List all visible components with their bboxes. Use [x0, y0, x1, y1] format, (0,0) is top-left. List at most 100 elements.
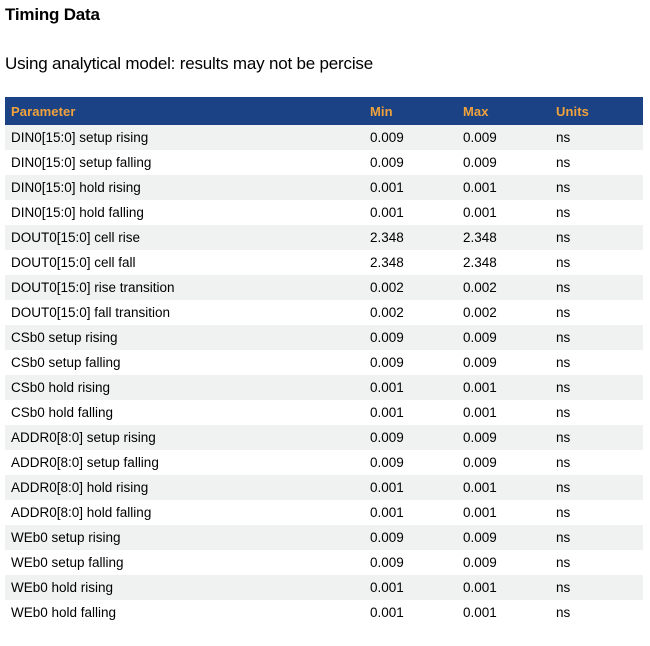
column-header-units: Units — [550, 97, 643, 125]
cell-parameter: WEb0 hold rising — [11, 580, 114, 595]
cell-max: 0.009 — [463, 330, 497, 345]
cell-units: ns — [556, 405, 571, 420]
table-row: ADDR0[8:0] hold falling 0.001 0.001 ns — [5, 500, 643, 525]
cell-parameter: WEb0 setup rising — [11, 530, 121, 545]
timing-table-body: DIN0[15:0] setup rising 0.009 0.009 ns DIN0[… — [5, 125, 643, 625]
cell-parameter: CSb0 hold rising — [11, 380, 111, 395]
cell-parameter: ADDR0[8:0] hold rising — [11, 480, 149, 495]
cell-units: ns — [556, 305, 571, 320]
cell-min: 0.001 — [370, 505, 404, 520]
cell-units: ns — [556, 155, 571, 170]
table-row: CSb0 hold rising 0.001 0.001 ns — [5, 375, 643, 400]
cell-min: 0.009 — [370, 530, 404, 545]
cell-max: 0.002 — [463, 280, 497, 295]
table-row: DIN0[15:0] hold falling 0.001 0.001 ns — [5, 200, 643, 225]
cell-max: 0.001 — [463, 180, 497, 195]
table-row: WEb0 setup rising 0.009 0.009 ns — [5, 525, 643, 550]
table-row: WEb0 hold rising 0.001 0.001 ns — [5, 575, 643, 600]
cell-units: ns — [556, 355, 571, 370]
cell-parameter: CSb0 hold falling — [11, 405, 114, 420]
cell-parameter: DIN0[15:0] hold falling — [11, 205, 144, 220]
table-row: CSb0 hold falling 0.001 0.001 ns — [5, 400, 643, 425]
cell-parameter: DIN0[15:0] setup rising — [11, 130, 149, 145]
cell-min: 0.001 — [370, 180, 404, 195]
table-row: ADDR0[8:0] setup rising 0.009 0.009 ns — [5, 425, 643, 450]
table-row: ADDR0[8:0] setup falling 0.009 0.009 ns — [5, 450, 643, 475]
cell-units: ns — [556, 480, 571, 495]
cell-parameter: CSb0 setup falling — [11, 355, 121, 370]
cell-max: 0.001 — [463, 405, 497, 420]
cell-parameter: ADDR0[8:0] setup falling — [11, 455, 159, 470]
cell-max: 0.001 — [463, 205, 497, 220]
column-header-min: Min — [364, 97, 457, 125]
table-row: DOUT0[15:0] fall transition 0.002 0.002 ns — [5, 300, 643, 325]
cell-max: 0.001 — [463, 605, 497, 620]
cell-max: 0.001 — [463, 480, 497, 495]
column-header-max: Max — [457, 97, 550, 125]
cell-units: ns — [556, 180, 571, 195]
cell-parameter: ADDR0[8:0] hold falling — [11, 505, 152, 520]
cell-min: 0.009 — [370, 430, 404, 445]
cell-parameter: ADDR0[8:0] setup rising — [11, 430, 156, 445]
cell-parameter: DIN0[15:0] setup falling — [11, 155, 152, 170]
cell-units: ns — [556, 505, 571, 520]
table-row: WEb0 setup falling 0.009 0.009 ns — [5, 550, 643, 575]
table-row: DOUT0[15:0] cell fall 2.348 2.348 ns — [5, 250, 643, 275]
cell-min: 0.009 — [370, 155, 404, 170]
cell-units: ns — [556, 380, 571, 395]
cell-parameter: DOUT0[15:0] cell fall — [11, 255, 136, 270]
cell-units: ns — [556, 430, 571, 445]
cell-min: 2.348 — [370, 230, 404, 245]
cell-units: ns — [556, 130, 571, 145]
cell-min: 0.002 — [370, 280, 404, 295]
cell-max: 0.001 — [463, 380, 497, 395]
cell-min: 0.009 — [370, 555, 404, 570]
cell-parameter: DOUT0[15:0] cell rise — [11, 230, 141, 245]
cell-parameter: CSb0 setup rising — [11, 330, 118, 345]
cell-parameter: DOUT0[15:0] fall transition — [11, 305, 171, 320]
cell-units: ns — [556, 205, 571, 220]
cell-max: 0.009 — [463, 530, 497, 545]
cell-min: 0.002 — [370, 305, 404, 320]
cell-units: ns — [556, 605, 571, 620]
table-row: DIN0[15:0] setup rising 0.009 0.009 ns — [5, 125, 643, 150]
table-row: DOUT0[15:0] rise transition 0.002 0.002 ns — [5, 275, 643, 300]
cell-max: 2.348 — [463, 255, 497, 270]
cell-min: 2.348 — [370, 255, 404, 270]
cell-units: ns — [556, 580, 571, 595]
cell-min: 0.009 — [370, 330, 404, 345]
cell-units: ns — [556, 555, 571, 570]
cell-units: ns — [556, 230, 571, 245]
cell-min: 0.001 — [370, 380, 404, 395]
analytical-model-note: Using analytical model: results may not … — [5, 54, 373, 73]
cell-min: 0.001 — [370, 405, 404, 420]
cell-min: 0.009 — [370, 130, 404, 145]
table-row: CSb0 setup falling 0.009 0.009 ns — [5, 350, 643, 375]
cell-min: 0.001 — [370, 205, 404, 220]
page-title: Timing Data — [5, 5, 100, 24]
cell-max: 2.348 — [463, 230, 497, 245]
column-header-parameter: Parameter — [5, 97, 364, 125]
cell-min: 0.009 — [370, 455, 404, 470]
cell-min: 0.001 — [370, 480, 404, 495]
cell-max: 0.001 — [463, 505, 497, 520]
cell-max: 0.009 — [463, 455, 497, 470]
cell-min: 0.001 — [370, 605, 404, 620]
table-header-row: Parameter Min Max Units — [5, 97, 643, 125]
table-row: CSb0 setup rising 0.009 0.009 ns — [5, 325, 643, 350]
cell-units: ns — [556, 455, 571, 470]
cell-max: 0.009 — [463, 130, 497, 145]
cell-units: ns — [556, 330, 571, 345]
cell-min: 0.001 — [370, 580, 404, 595]
table-row: DIN0[15:0] hold rising 0.001 0.001 ns — [5, 175, 643, 200]
table-row: DOUT0[15:0] cell rise 2.348 2.348 ns — [5, 225, 643, 250]
table-row: WEb0 hold falling 0.001 0.001 ns — [5, 600, 643, 625]
cell-parameter: DIN0[15:0] hold rising — [11, 180, 141, 195]
timing-data-table: Parameter Min Max Units DIN0[15:0] setup… — [5, 97, 643, 625]
cell-parameter: WEb0 setup falling — [11, 555, 124, 570]
cell-max: 0.001 — [463, 580, 497, 595]
cell-units: ns — [556, 280, 571, 295]
cell-max: 0.009 — [463, 355, 497, 370]
cell-units: ns — [556, 255, 571, 270]
